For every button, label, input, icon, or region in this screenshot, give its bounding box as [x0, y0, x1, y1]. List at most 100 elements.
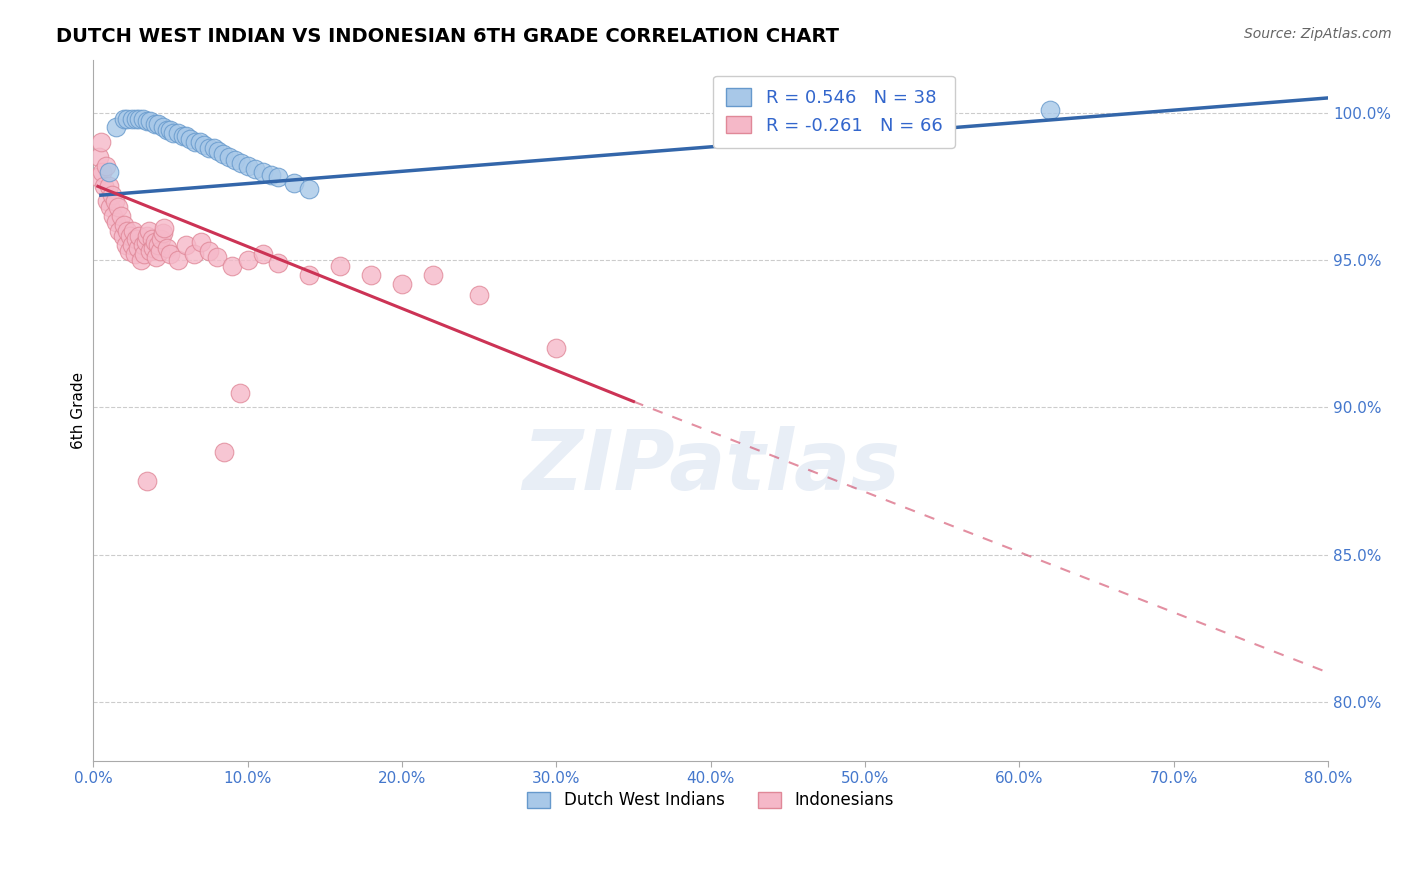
Point [115, 223, 138, 237]
Point [96, 194, 118, 208]
Point [139, 114, 162, 128]
Point [152, 227, 174, 241]
Point [298, 268, 321, 282]
Point [105, 120, 128, 135]
Point [127, 241, 149, 255]
Point [112, 112, 135, 126]
Point [156, 241, 179, 255]
Point [141, 232, 163, 246]
Point [134, 247, 156, 261]
Point [112, 218, 135, 232]
Point [124, 247, 146, 261]
Point [218, 150, 240, 164]
Point [107, 200, 129, 214]
Text: ZIPatlas: ZIPatlas [522, 426, 900, 507]
Point [159, 123, 181, 137]
Point [546, 342, 568, 356]
Point [97, 179, 120, 194]
Point [93, 179, 115, 194]
Y-axis label: 6th Grade: 6th Grade [72, 372, 86, 449]
Point [236, 253, 259, 268]
Text: Source: ZipAtlas.com: Source: ZipAtlas.com [1244, 27, 1392, 41]
Point [129, 253, 152, 268]
Point [245, 161, 267, 176]
Point [98, 200, 121, 214]
Point [298, 182, 321, 196]
Point [131, 238, 153, 252]
Point [159, 247, 181, 261]
Text: DUTCH WEST INDIAN VS INDONESIAN 6TH GRADE CORRELATION CHART: DUTCH WEST INDIAN VS INDONESIAN 6TH GRAD… [56, 27, 839, 45]
Point [122, 223, 145, 237]
Point [139, 244, 162, 259]
Point [202, 141, 225, 155]
Point [152, 120, 174, 135]
Point [236, 159, 259, 173]
Point [391, 277, 413, 291]
Point [91, 164, 114, 178]
Point [150, 232, 173, 246]
Point [87, 170, 110, 185]
Point [190, 235, 212, 250]
Point [136, 474, 159, 488]
Point [252, 247, 274, 261]
Point [148, 244, 170, 259]
Point [172, 129, 194, 144]
Point [121, 238, 143, 252]
Point [422, 268, 444, 282]
Point [135, 235, 157, 250]
Point [188, 135, 211, 149]
Point [114, 238, 136, 252]
Point [143, 118, 166, 132]
Point [108, 223, 131, 237]
Point [125, 232, 148, 246]
Point [252, 164, 274, 178]
Point [183, 247, 205, 261]
Point [214, 444, 236, 458]
Point [120, 229, 142, 244]
Point [110, 209, 132, 223]
Point [267, 170, 290, 185]
Point [104, 194, 127, 208]
Legend: Dutch West Indians, Indonesians: Dutch West Indians, Indonesians [520, 785, 901, 816]
Point [128, 112, 150, 126]
Point [136, 229, 159, 244]
Point [115, 112, 138, 126]
Point [89, 150, 111, 164]
Point [153, 220, 176, 235]
Point [267, 256, 290, 270]
Point [146, 118, 169, 132]
Point [156, 123, 179, 137]
Point [118, 244, 141, 259]
Point [138, 223, 160, 237]
Point [100, 188, 122, 202]
Point [198, 141, 221, 155]
Point [1039, 103, 1062, 117]
Point [229, 385, 252, 400]
Point [205, 250, 228, 264]
Point [103, 209, 125, 223]
Point [125, 112, 148, 126]
Point [111, 229, 134, 244]
Point [146, 238, 169, 252]
Point [97, 164, 120, 178]
Point [162, 126, 184, 140]
Point [142, 241, 165, 255]
Point [174, 238, 197, 252]
Point [198, 244, 221, 259]
Point [90, 135, 112, 149]
Point [224, 153, 246, 167]
Point [179, 132, 201, 146]
Point [131, 112, 153, 126]
Point [184, 135, 207, 149]
Point [145, 250, 167, 264]
Point [167, 253, 190, 268]
Point [193, 138, 215, 153]
Point [260, 168, 283, 182]
Point [360, 268, 382, 282]
Point [212, 147, 235, 161]
Point [329, 259, 352, 273]
Point [207, 144, 229, 158]
Point [143, 235, 166, 250]
Point [174, 129, 197, 144]
Point [94, 159, 117, 173]
